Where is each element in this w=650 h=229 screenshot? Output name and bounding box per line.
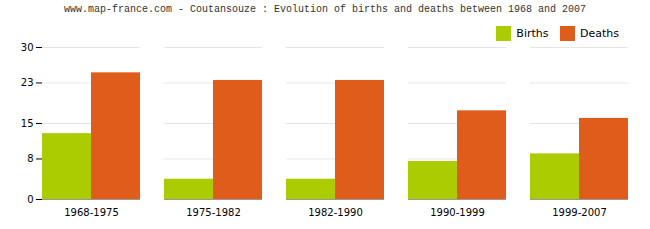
svg-text:1982-1990: 1982-1990 [308,207,363,218]
svg-text:0: 0 [27,194,33,205]
svg-text:30: 30 [21,42,34,53]
svg-text:1999-2007: 1999-2007 [552,207,607,218]
svg-text:1990-1999: 1990-1999 [430,207,485,218]
svg-text:23: 23 [21,77,34,88]
html-text:Deaths: Deaths [580,27,619,40]
svg-text:15: 15 [21,118,34,129]
html-text:www.map-france.com - Coutansou: www.map-france.com - Coutansouze : Evolu… [64,4,586,15]
svg-text:1975-1982: 1975-1982 [186,207,241,218]
svg-text:1968-1975: 1968-1975 [64,207,119,218]
html-text:Births: Births [516,27,549,40]
svg-text:8: 8 [27,153,33,164]
